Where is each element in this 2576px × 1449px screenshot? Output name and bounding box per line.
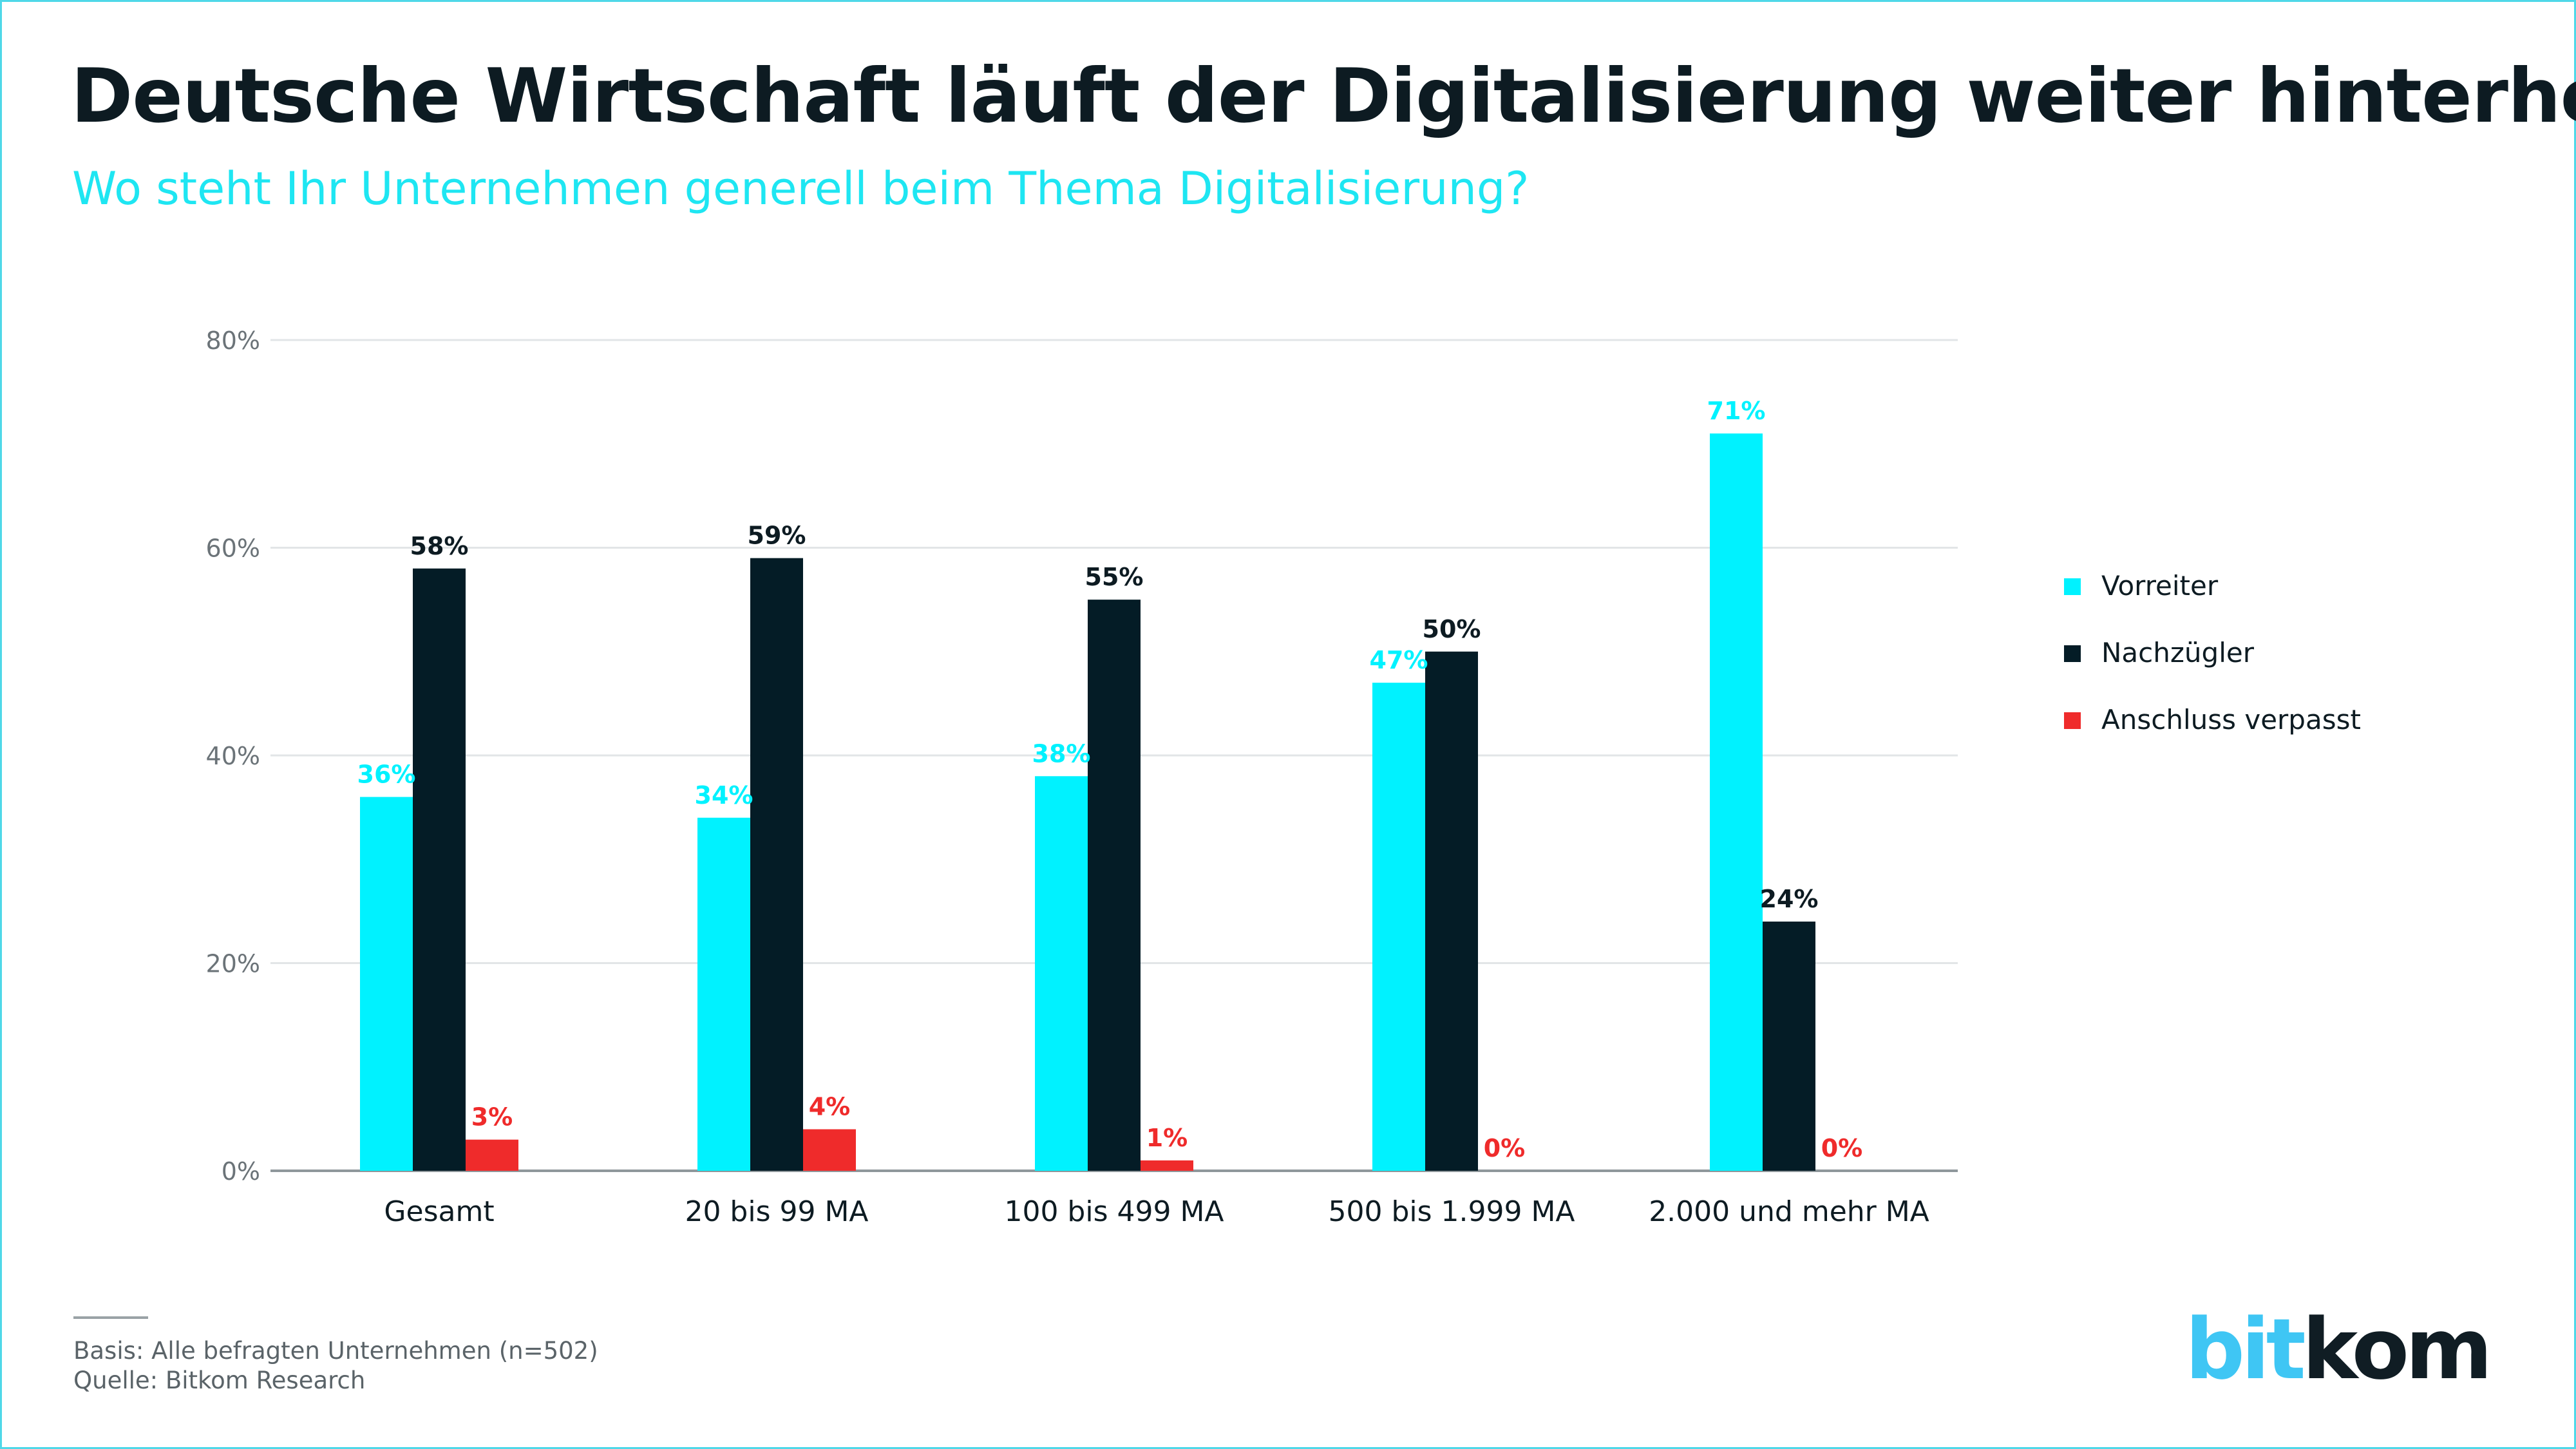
footer-basis: Basis: Alle befragten Unternehmen (n=502… bbox=[73, 1337, 598, 1365]
bar-vorreiter bbox=[697, 817, 750, 1171]
bar-anschluss-verpasst bbox=[466, 1139, 518, 1171]
y-tick-label: 60% bbox=[206, 535, 260, 563]
bar-nachz-gler bbox=[750, 558, 803, 1171]
chart-subtitle: Wo steht Ihr Unternehmen generell beim T… bbox=[72, 162, 1530, 215]
x-tick-label: 2.000 und mehr MA bbox=[1649, 1195, 1929, 1228]
bar-vorreiter bbox=[1372, 683, 1425, 1171]
bar-anschluss-verpasst bbox=[1141, 1160, 1193, 1171]
bar-anschluss-verpasst bbox=[803, 1129, 856, 1171]
x-tick-label: 500 bis 1.999 MA bbox=[1328, 1195, 1575, 1228]
y-tick-label: 20% bbox=[206, 950, 260, 978]
bar-nachz-gler bbox=[1425, 651, 1478, 1171]
data-label: 3% bbox=[471, 1103, 513, 1132]
y-tick-label: 0% bbox=[222, 1157, 260, 1186]
bar-nachz-gler bbox=[413, 568, 466, 1171]
data-labels: 36% 58% 3% 34% 59% 4% 38% 55% 1% 47% 50% 0% 71% 24% 0% bbox=[357, 397, 1863, 1162]
data-label: 4% bbox=[809, 1093, 851, 1121]
chart-title: Deutsche Wirtschaft läuft der Digitalisi… bbox=[71, 53, 2576, 140]
bar-vorreiter bbox=[1035, 776, 1088, 1171]
data-label: 0% bbox=[1484, 1134, 1526, 1162]
footer-source: Quelle: Bitkom Research bbox=[73, 1367, 366, 1394]
legend-label: Nachzügler bbox=[2101, 637, 2255, 668]
data-label: 55% bbox=[1085, 563, 1144, 591]
x-tick-label: Gesamt bbox=[384, 1195, 494, 1228]
bitkom-logo: bitkom bbox=[2185, 1307, 2492, 1391]
legend-swatch bbox=[2064, 645, 2081, 662]
legend-swatch bbox=[2064, 578, 2081, 595]
data-label: 71% bbox=[1707, 397, 1766, 425]
x-axis-ticks: Gesamt 20 bis 99 MA 100 bis 499 MA 500 bis … bbox=[384, 1195, 1929, 1228]
legend: Vorreiter Nachzügler Anschluss verpasst bbox=[2064, 570, 2361, 735]
bars bbox=[360, 433, 1815, 1171]
data-label: 58% bbox=[410, 532, 469, 560]
x-tick-label: 100 bis 499 MA bbox=[1004, 1195, 1224, 1228]
data-label: 1% bbox=[1146, 1124, 1188, 1152]
data-label: 59% bbox=[748, 522, 806, 550]
legend-label: Vorreiter bbox=[2101, 570, 2219, 601]
bar-nachz-gler bbox=[1763, 922, 1815, 1171]
legend-swatch bbox=[2064, 712, 2081, 729]
legend-label: Anschluss verpasst bbox=[2101, 704, 2361, 735]
y-tick-label: 40% bbox=[206, 742, 260, 770]
bar-vorreiter bbox=[360, 797, 413, 1171]
logo-part-kom: kom bbox=[2302, 1300, 2493, 1398]
data-label: 38% bbox=[1032, 739, 1091, 768]
logo-part-bit: bit bbox=[2185, 1300, 2306, 1398]
bar-nachz-gler bbox=[1088, 600, 1141, 1171]
data-label: 50% bbox=[1423, 615, 1481, 643]
data-label: 34% bbox=[695, 781, 753, 810]
data-label: 0% bbox=[1821, 1134, 1863, 1162]
bar-vorreiter bbox=[1710, 433, 1763, 1171]
data-label: 36% bbox=[357, 761, 416, 789]
data-label: 47% bbox=[1370, 646, 1428, 674]
footer-rule bbox=[73, 1316, 148, 1319]
x-tick-label: 20 bis 99 MA bbox=[685, 1195, 868, 1228]
y-tick-label: 80% bbox=[206, 327, 260, 355]
data-label: 24% bbox=[1760, 885, 1819, 913]
y-axis-ticks: 0% 20% 40% 60% 80% bbox=[206, 327, 260, 1186]
